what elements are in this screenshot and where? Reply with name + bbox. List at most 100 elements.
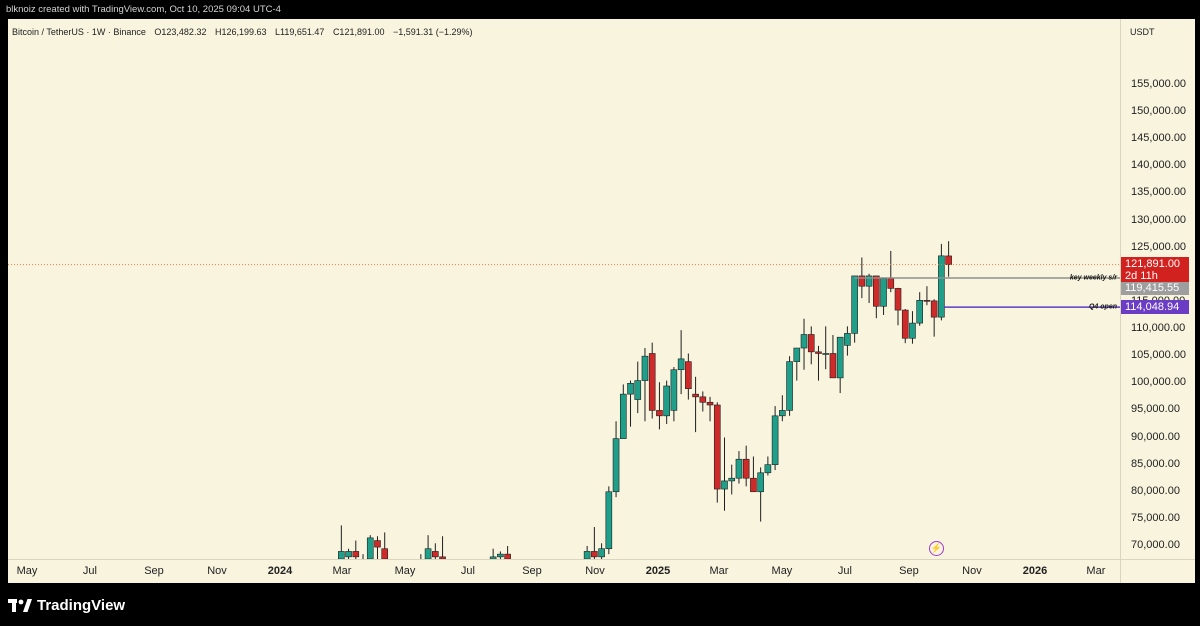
candle — [699, 391, 707, 412]
candle — [771, 406, 779, 471]
symbol-title[interactable]: Bitcoin / TetherUS · 1W · Binance — [12, 27, 146, 37]
candle-body — [338, 551, 345, 559]
candle-body — [771, 415, 779, 465]
candle — [764, 456, 772, 476]
candle — [836, 336, 844, 394]
candle — [728, 464, 736, 495]
chart-canvas[interactable] — [8, 19, 1120, 559]
price-tick-label: 105,000.00 — [1131, 349, 1187, 362]
candle-body — [374, 540, 381, 548]
tradingview-logo[interactable]: TradingView — [8, 597, 125, 614]
bar-countdown: 2d 11h — [1125, 269, 1158, 282]
candle — [793, 347, 801, 381]
key-level-tag: 119,415.55 — [1121, 281, 1189, 295]
price-tick-label: 155,000.00 — [1131, 78, 1187, 90]
candle — [641, 348, 649, 422]
candle — [916, 292, 923, 326]
candle — [800, 318, 808, 370]
candle-body — [685, 361, 692, 390]
footer-bar: TradingView — [0, 583, 1200, 626]
candle — [583, 546, 591, 559]
candle-body — [800, 334, 808, 349]
candle-body — [938, 255, 945, 318]
candle-body — [945, 255, 952, 265]
q4-open-label: Q4 open — [1088, 303, 1117, 311]
time-tick-label: Jul — [82, 565, 97, 577]
candle-body — [757, 472, 764, 493]
candle-body — [851, 275, 858, 334]
candle — [352, 540, 360, 559]
price-tick-label: 135,000.00 — [1131, 186, 1187, 199]
candle-body — [345, 551, 352, 558]
candle-body — [887, 278, 895, 289]
attribution-text: blknoiz created with TradingView.com, Oc… — [6, 4, 281, 15]
candle-body — [497, 553, 504, 558]
chart-area[interactable] — [8, 19, 1120, 559]
candle-body — [807, 334, 815, 353]
candle — [504, 546, 511, 559]
candle-body — [865, 275, 873, 287]
candle-body — [605, 491, 613, 550]
candle — [844, 326, 851, 356]
candle-body — [779, 410, 786, 417]
candle-body — [612, 438, 620, 493]
candle-body — [424, 548, 432, 559]
time-tick-label: 2025 — [645, 565, 671, 577]
price-tick-label: 145,000.00 — [1131, 132, 1187, 145]
candle — [677, 330, 685, 395]
candle — [815, 345, 822, 381]
tradingview-logo-icon — [8, 598, 32, 612]
candle-body — [728, 477, 736, 482]
candle-body — [706, 401, 714, 406]
candle — [692, 376, 699, 433]
time-tick-label: Nov — [962, 565, 982, 577]
time-tick-label: Jul — [460, 565, 475, 577]
candle-body — [901, 309, 909, 339]
candle — [381, 532, 389, 559]
candle — [685, 353, 692, 400]
candle — [909, 311, 916, 344]
candle-body — [894, 288, 902, 311]
time-tick-label: May — [16, 565, 38, 577]
candle — [923, 286, 931, 306]
candle-body — [656, 410, 663, 417]
chart-legend: Bitcoin / TetherUS · 1W · Binance O123,4… — [12, 27, 479, 37]
price-tick-label: 140,000.00 — [1131, 159, 1187, 172]
candle — [750, 456, 757, 493]
candle-body — [916, 300, 923, 324]
price-tick-label: 70,000.00 — [1131, 539, 1180, 551]
time-tick-label: Mar — [709, 565, 729, 577]
candle-body — [829, 353, 837, 379]
candle — [873, 275, 880, 319]
candle — [945, 241, 952, 277]
candle — [598, 543, 605, 559]
lightning-bolt-icon[interactable]: ⚡ — [929, 541, 944, 556]
time-tick-label: Sep — [144, 565, 164, 577]
candle — [663, 380, 670, 424]
candle-body — [504, 553, 511, 559]
candle-body — [923, 300, 931, 302]
candle — [634, 361, 642, 414]
candle — [497, 551, 504, 559]
candle-body — [598, 548, 605, 558]
candle — [374, 536, 381, 559]
candle-body — [721, 480, 728, 490]
time-axis[interactable]: May Jul Sep Nov 2024 Mar May Jul Sep Nov 2025 Mar Ma… — [8, 559, 1120, 584]
time-tick-label: 2026 — [1022, 565, 1048, 577]
candle-body — [634, 380, 642, 400]
top-attribution-bar: blknoiz created with TradingView.com, Oc… — [0, 0, 1200, 19]
candle — [366, 535, 374, 559]
time-tick-label: Sep — [522, 565, 542, 577]
candle — [880, 278, 887, 315]
time-tick-label: Nov — [207, 565, 227, 577]
candle-body — [619, 393, 627, 439]
candle — [930, 299, 938, 337]
time-tick-label: Mar — [1086, 565, 1106, 577]
candle-body — [786, 361, 793, 411]
candle-body — [858, 275, 866, 287]
candle-body — [366, 537, 374, 559]
price-tick-label: 150,000.00 — [1131, 105, 1187, 118]
tradingview-logo-text: TradingView — [37, 597, 126, 614]
ohlc-change: −1,591.31 (−1.29%) — [393, 27, 473, 37]
candle — [735, 451, 743, 484]
